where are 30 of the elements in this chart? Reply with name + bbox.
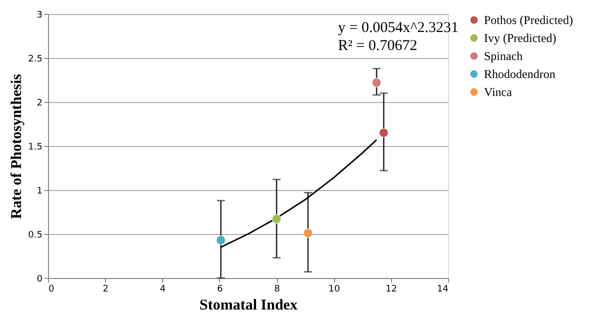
x-tick-label: 6 bbox=[217, 284, 224, 294]
x-tick-label: 4 bbox=[160, 284, 166, 294]
x-tick-label: 8 bbox=[274, 284, 280, 294]
x-axis-title: Stomatal Index bbox=[200, 298, 298, 314]
line-series bbox=[220, 139, 378, 248]
y-tick-label: 0 bbox=[36, 274, 43, 284]
annotation: y = 0.0054x^2.3231 bbox=[338, 20, 458, 36]
x-tick-label: 2 bbox=[102, 284, 109, 294]
legend-label: Pothos (Predicted) bbox=[484, 13, 573, 27]
y-tick-label: 1 bbox=[36, 186, 42, 196]
legend-label: Vinca bbox=[484, 85, 513, 99]
legend-label: Spinach bbox=[484, 49, 523, 63]
y-tick-label: 3 bbox=[36, 10, 42, 20]
y-tick-label: 0.5 bbox=[28, 230, 42, 240]
point bbox=[272, 214, 282, 224]
legend-label: Rhododendron bbox=[484, 67, 556, 81]
annotation: R² = 0.70672 bbox=[338, 38, 418, 54]
y-tick-label: 2 bbox=[36, 98, 42, 108]
y-axis-title: Rate of Photosynthesis bbox=[9, 74, 26, 219]
y-tick-label: 2.5 bbox=[28, 54, 42, 64]
point bbox=[303, 228, 313, 238]
legend-label: Ivy (Predicted) bbox=[484, 31, 556, 45]
point bbox=[216, 235, 226, 245]
y-tick-label: 1.5 bbox=[28, 142, 42, 152]
x-tick-label: 0 bbox=[48, 284, 54, 294]
point bbox=[372, 78, 382, 88]
x-tick-label: 10 bbox=[328, 284, 340, 294]
x-tick-label: 14 bbox=[437, 284, 449, 294]
x-tick-label: 12 bbox=[386, 284, 398, 294]
point bbox=[378, 128, 388, 138]
